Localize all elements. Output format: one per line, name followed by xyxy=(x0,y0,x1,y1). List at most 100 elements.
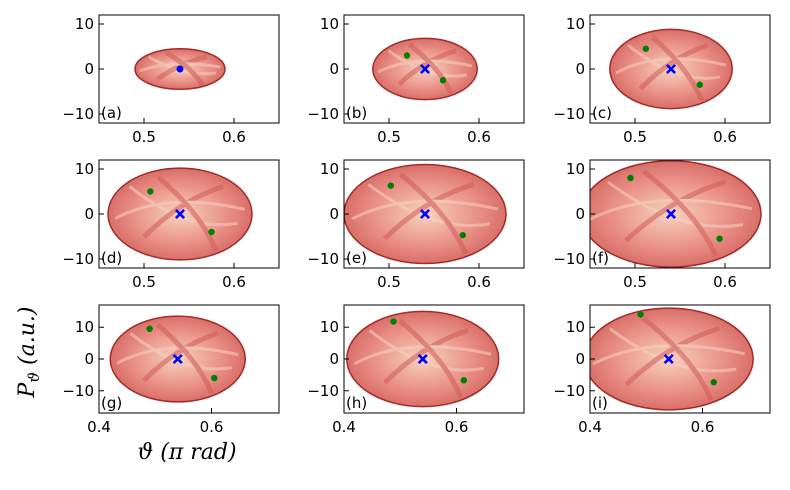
panel-i: 10 0 −10 0.4 0.6 (i) xyxy=(553,304,771,436)
panel-h: 10 0 −10 0.4 0.6 (h) xyxy=(307,304,525,436)
y-tick-label: −10 xyxy=(553,382,585,400)
y-tick-label: 10 xyxy=(75,15,94,33)
x-tick-label: 0.5 xyxy=(623,273,647,291)
y-tick-label: 10 xyxy=(566,318,585,336)
panel-e: 10 0 −10 0.5 0.6 (e) xyxy=(307,159,525,291)
green-point xyxy=(208,228,215,236)
x-tick-label: 0.6 xyxy=(713,273,737,291)
green-point xyxy=(147,188,154,195)
green-point xyxy=(460,377,468,384)
center-x-marker xyxy=(172,353,183,365)
green-point xyxy=(390,318,397,325)
panel-label: (a) xyxy=(101,104,122,122)
y-tick-label: 0 xyxy=(329,350,339,368)
y-tick-label: −10 xyxy=(62,382,94,400)
center-x-marker xyxy=(663,353,674,365)
green-point xyxy=(403,52,411,59)
y-tick-label: 0 xyxy=(575,350,585,368)
panel-f: 10 0 −10 0.5 0.6 (f) xyxy=(553,159,771,291)
y-tick-label: −10 xyxy=(307,382,339,400)
center-x-marker xyxy=(174,208,186,220)
green-point xyxy=(439,77,447,84)
x-tick-label: 0.5 xyxy=(623,128,647,146)
x-tick-label: 0.4 xyxy=(578,418,602,436)
green-point xyxy=(642,45,649,52)
y-tick-label: 10 xyxy=(320,15,339,33)
green-point xyxy=(696,81,703,88)
x-tick-label: 0.6 xyxy=(713,128,737,146)
region-boundary xyxy=(107,167,253,261)
center-dot xyxy=(176,65,184,73)
center-x-marker xyxy=(419,63,431,75)
y-tick-label: 10 xyxy=(320,160,339,178)
region-boundary xyxy=(609,28,733,110)
y-tick-label: −10 xyxy=(307,250,339,268)
center-x-marker xyxy=(417,353,428,365)
panel-label: (f) xyxy=(592,249,609,267)
center-x-marker xyxy=(665,63,677,75)
y-tick-label: 0 xyxy=(575,205,585,223)
region-boundary xyxy=(344,163,507,265)
y-axis-title: Pϑ (a.u.) xyxy=(15,307,43,399)
x-tick-label: 0.5 xyxy=(132,273,156,291)
x-tick-label: 0.4 xyxy=(87,418,111,436)
green-point xyxy=(146,325,153,333)
panel-b: 10 0 −10 0.5 0.6 (b) xyxy=(307,14,525,146)
y-tick-label: −10 xyxy=(62,105,94,123)
x-tick-label: 0.4 xyxy=(332,418,356,436)
y-tick-label: −10 xyxy=(553,250,585,268)
y-tick-label: −10 xyxy=(62,250,94,268)
x-tick-label: 0.6 xyxy=(445,418,469,436)
panel-c: 10 0 −10 0.5 0.6 (c) xyxy=(553,14,771,146)
center-x-marker xyxy=(419,208,431,220)
center-x-marker xyxy=(665,208,677,220)
region-boundary xyxy=(590,160,762,268)
panel-g: 10 0 −10 0.4 0.6 (g) xyxy=(62,304,280,436)
x-tick-label: 0.5 xyxy=(377,128,401,146)
region-boundary xyxy=(109,315,246,403)
x-tick-label: 0.6 xyxy=(222,128,246,146)
y-tick-label: 0 xyxy=(329,60,339,78)
x-tick-label: 0.5 xyxy=(132,128,156,146)
green-point xyxy=(627,174,634,182)
y-tick-label: 0 xyxy=(84,205,94,223)
panel-label: (d) xyxy=(101,249,122,267)
y-tick-label: 0 xyxy=(575,60,585,78)
panel-label: (h) xyxy=(346,394,367,412)
panels: 10 0 −10 0.5 0.6 (a) 10 0 −10 0.5 0.6 (b) 10 0 −10 0.5 0… xyxy=(62,14,771,436)
y-tick-label: 10 xyxy=(320,318,339,336)
x-tick-label: 0.6 xyxy=(691,418,715,436)
x-tick-label: 0.6 xyxy=(467,273,491,291)
y-tick-label: 0 xyxy=(84,60,94,78)
region-boundary xyxy=(590,307,754,411)
panel-label: (i) xyxy=(592,394,608,412)
panel-label: (c) xyxy=(592,104,612,122)
y-tick-label: 0 xyxy=(329,205,339,223)
panel-d: 10 0 −10 0.5 0.6 (d) xyxy=(62,159,280,291)
region-boundary xyxy=(134,48,226,90)
x-tick-label: 0.6 xyxy=(222,273,246,291)
y-tick-label: 10 xyxy=(75,160,94,178)
green-point xyxy=(459,231,466,239)
green-point xyxy=(710,378,717,386)
y-tick-label: −10 xyxy=(553,105,585,123)
green-point xyxy=(387,182,394,189)
y-tick-label: 0 xyxy=(84,350,94,368)
y-tick-label: 10 xyxy=(566,160,585,178)
panel-a: 10 0 −10 0.5 0.6 (a) xyxy=(62,14,280,146)
x-tick-label: 0.5 xyxy=(377,273,401,291)
panel-label: (e) xyxy=(346,249,367,267)
panel-label: (b) xyxy=(346,104,367,122)
y-tick-label: −10 xyxy=(307,105,339,123)
region-boundary xyxy=(372,37,478,101)
x-axis-title: ϑ (π rad) xyxy=(137,440,236,465)
y-tick-label: 10 xyxy=(75,318,94,336)
x-tick-label: 0.6 xyxy=(467,128,491,146)
green-point xyxy=(211,374,218,382)
y-tick-label: 10 xyxy=(566,15,585,33)
panel-label: (g) xyxy=(101,394,122,412)
green-point xyxy=(637,311,644,318)
x-tick-label: 0.6 xyxy=(200,418,224,436)
green-point xyxy=(716,235,723,242)
